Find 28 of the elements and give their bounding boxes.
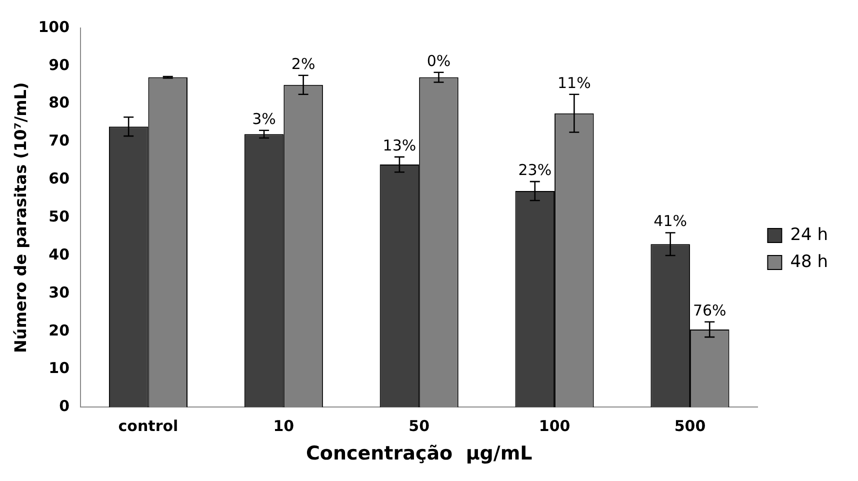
annotation: 2% xyxy=(291,54,316,73)
annotation: 41% xyxy=(654,212,688,230)
x-tick-label: 100 xyxy=(538,417,570,436)
annotation: 23% xyxy=(518,160,552,179)
y-tick-label: 40 xyxy=(48,245,70,264)
y-tick-label: 0 xyxy=(59,397,70,416)
x-tick-label: 10 xyxy=(273,417,294,436)
y-tick-label: 30 xyxy=(48,283,70,302)
x-tick-label: 500 xyxy=(674,417,706,436)
x-tick-label: control xyxy=(118,417,178,436)
y-tick-label: 20 xyxy=(48,321,70,340)
y-tick-label: 10 xyxy=(48,359,70,378)
annotation: 11% xyxy=(558,74,591,92)
annotation: 13% xyxy=(382,136,416,154)
legend-label: 48 h xyxy=(790,252,828,272)
y-tick-label: 100 xyxy=(38,18,70,36)
x-tick-label: 50 xyxy=(408,417,430,436)
y-tick-label: 90 xyxy=(48,56,70,74)
y-tick-label: 60 xyxy=(48,170,70,188)
annotation: 0% xyxy=(426,52,451,70)
y-tick-label: 70 xyxy=(48,132,70,150)
annotation: 76% xyxy=(692,301,726,320)
legend-label: 24 h xyxy=(790,224,828,245)
y-tick-label: 80 xyxy=(48,94,70,112)
annotation: 3% xyxy=(252,110,276,128)
x-axis-title: Concentração µg/mL xyxy=(306,442,532,465)
y-tick-label: 50 xyxy=(48,207,70,226)
y-axis-title: Número de parasitas (10⁷/mL) xyxy=(10,82,30,353)
